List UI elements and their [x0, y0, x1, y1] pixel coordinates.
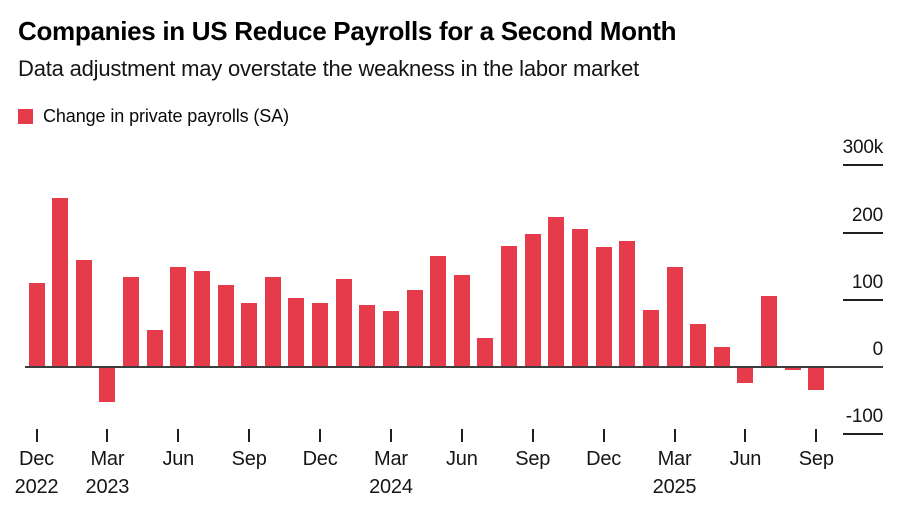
bar-sep-2025	[808, 368, 825, 390]
y-axis-tick--100	[843, 433, 883, 436]
bar-may-2024	[430, 256, 447, 366]
x-axis-month-label: Dec	[586, 448, 622, 470]
legend-label: Change in private payrolls (SA)	[43, 106, 290, 126]
x-axis-month-label: Sep	[798, 448, 834, 470]
bar-oct-2023	[264, 277, 281, 366]
chart-subtitle: Data adjustment may overstate the weakne…	[18, 56, 640, 81]
x-axis-tick-sep	[531, 429, 534, 442]
legend-swatch-icon	[18, 109, 33, 124]
bar-jun-2023	[170, 267, 187, 366]
x-axis-year-label: 2023	[85, 476, 130, 498]
bar-aug-2023	[217, 285, 234, 366]
y-axis-label-0: 0	[872, 339, 884, 360]
x-axis-month-label: Sep	[515, 448, 551, 470]
x-axis-month-label: Dec	[19, 448, 54, 470]
x-axis-month-label: Sep	[231, 448, 267, 470]
x-axis-month-label: Jun	[446, 448, 478, 470]
chart-title: Companies in US Reduce Payrolls for a Se…	[18, 16, 677, 46]
x-axis-tick-jun	[744, 429, 747, 442]
bar-mar-2025	[666, 267, 683, 366]
x-axis-year-label: 2022	[14, 476, 59, 498]
bar-jan-2024	[335, 279, 352, 366]
x-axis-year-label: 2024	[369, 476, 413, 498]
legend: Change in private payrolls (SA)	[18, 106, 289, 127]
x-axis-month-label: Mar	[657, 448, 692, 470]
bar-aug-2025	[784, 368, 801, 371]
bar-jan-2025	[619, 241, 636, 366]
bar-jul-2023	[193, 271, 210, 366]
bar-mar-2023	[99, 368, 116, 403]
x-axis-tick-jun	[177, 429, 180, 442]
x-axis-tick-dec	[602, 429, 605, 442]
y-axis-label-100: 100	[851, 271, 883, 293]
y-axis-label--100: -100	[845, 406, 883, 428]
bar-jun-2025	[737, 368, 754, 384]
y-axis-tick-200	[843, 231, 883, 234]
x-axis-tick-dec-2022	[35, 429, 38, 442]
bar-sep-2024	[524, 234, 541, 366]
x-axis-tick-sep	[248, 429, 251, 442]
bar-nov-2024	[571, 228, 588, 366]
bar-apr-2023	[123, 276, 140, 366]
bar-apr-2024	[406, 290, 423, 366]
x-axis-tick-jun	[460, 429, 463, 442]
bar-may-2025	[713, 346, 730, 366]
zero-axis-line	[25, 365, 883, 368]
bar-oct-2024	[548, 216, 565, 366]
y-axis-tick-100	[843, 298, 883, 301]
x-axis-month-label: Jun	[162, 448, 195, 470]
x-axis-tick-dec	[319, 429, 322, 442]
bar-sep-2023	[241, 302, 258, 366]
bar-jul-2024	[477, 337, 494, 366]
x-axis-year-label: 2025	[652, 476, 697, 498]
bar-may-2023	[146, 330, 163, 366]
bar-apr-2025	[690, 324, 707, 366]
x-axis-month-label: Dec	[302, 448, 338, 470]
bar-dec-2024	[595, 247, 612, 366]
bar-feb-2023	[75, 259, 92, 366]
x-axis-tick-mar-2025	[673, 429, 676, 442]
bar-jun-2024	[453, 274, 470, 366]
bar-jul-2025	[761, 296, 778, 366]
x-axis-month-label: Mar	[374, 448, 408, 470]
x-axis-tick-mar-2024	[389, 429, 392, 442]
bar-feb-2024	[359, 304, 376, 366]
bar-dec-2022	[28, 282, 45, 366]
y-axis-label-200: 200	[851, 204, 883, 226]
x-axis-month-label: Mar	[90, 448, 125, 470]
x-axis-tick-mar-2023	[106, 429, 109, 442]
bar-aug-2024	[501, 245, 518, 366]
y-axis-label-300k: 300k	[842, 137, 884, 159]
bar-nov-2023	[288, 298, 305, 366]
bar-mar-2024	[382, 310, 399, 366]
bar-feb-2025	[642, 309, 659, 366]
y-axis-tick-300k	[843, 164, 883, 167]
bar-dec-2023	[312, 302, 329, 366]
bar-jan-2023	[52, 198, 69, 366]
x-axis-tick-sep	[815, 429, 818, 442]
x-axis-month-label: Jun	[729, 448, 762, 470]
